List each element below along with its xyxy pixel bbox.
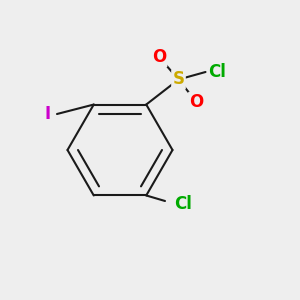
Text: O: O <box>152 48 166 66</box>
Text: S: S <box>172 70 184 88</box>
Text: I: I <box>45 105 51 123</box>
Text: O: O <box>189 93 204 111</box>
Text: Cl: Cl <box>174 195 192 213</box>
Text: Cl: Cl <box>208 63 226 81</box>
